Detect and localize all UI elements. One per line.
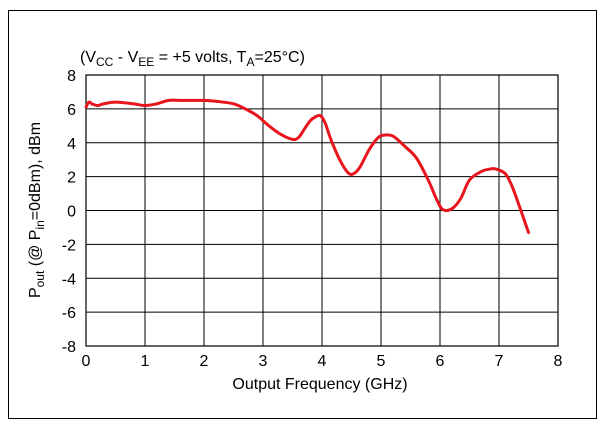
data-series — [84, 98, 530, 235]
x-tick-label: 1 — [141, 353, 150, 370]
y-axis-title: Pout (@ Pin=0dBm), dBm — [27, 122, 47, 298]
y-tick-label: -6 — [62, 305, 76, 322]
x-tick-label: 2 — [200, 353, 209, 370]
x-tick-label: 4 — [318, 353, 327, 370]
y-tick-label: 4 — [67, 136, 76, 153]
x-tick-label: 3 — [259, 353, 268, 370]
axes — [85, 74, 559, 347]
plot-border — [85, 74, 559, 347]
y-tick-labels: 8 6 4 2 0 -2 -4 -6 -8 — [62, 68, 76, 356]
x-tick-label: 6 — [436, 353, 445, 370]
condition-annotation: (VCC - VEE = +5 volts, TA=25°C) — [80, 49, 305, 69]
y-tick-label: -4 — [62, 271, 76, 288]
y-tick-label: 2 — [67, 170, 76, 187]
x-tick-label: 8 — [554, 353, 563, 370]
y-tick-label: -8 — [62, 339, 76, 356]
x-tick-label: 0 — [82, 353, 91, 370]
y-tick-label: 6 — [67, 102, 76, 119]
x-axis-title: Output Frequency (GHz) — [232, 376, 407, 393]
series-line — [84, 98, 530, 235]
y-tick-label: 0 — [67, 204, 76, 221]
x-tick-label: 5 — [377, 353, 386, 370]
y-tick-label: -2 — [62, 237, 76, 254]
x-tick-label: 7 — [495, 353, 504, 370]
x-tick-labels: 0 1 2 3 4 5 6 7 8 — [82, 353, 563, 370]
y-tick-label: 8 — [67, 68, 76, 85]
